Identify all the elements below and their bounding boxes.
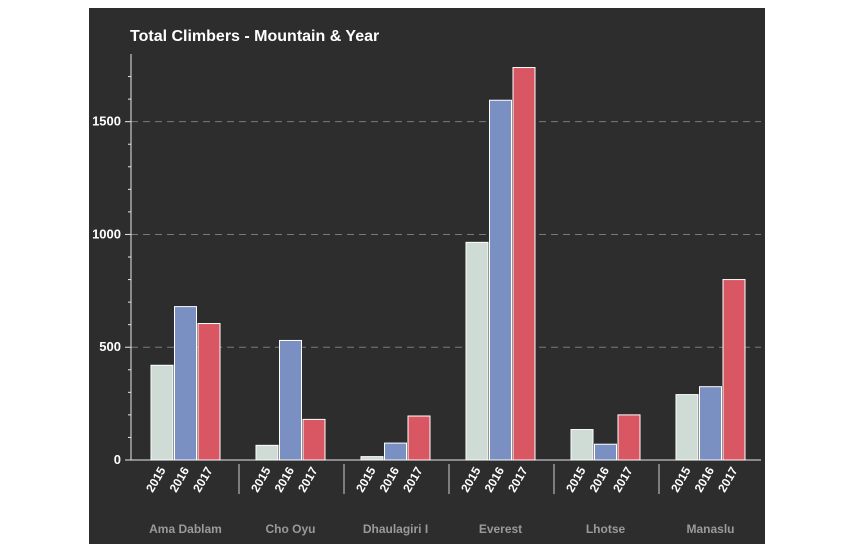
x-tick-label: 2016 — [692, 464, 718, 494]
bar — [255, 444, 279, 461]
category-label: Ama Dablam — [149, 522, 222, 536]
x-tick-label: 2017 — [505, 464, 531, 494]
axis-layer — [125, 54, 761, 494]
chart-title: Total Climbers - Mountain & Year — [130, 28, 379, 45]
x-tick-label: 2015 — [353, 464, 379, 494]
x-tick-label: 2016 — [377, 464, 403, 494]
x-tick-label: 2017 — [715, 464, 741, 494]
category-label: Everest — [479, 522, 522, 536]
bar — [699, 386, 722, 461]
bar — [617, 414, 641, 461]
x-tick-label: 2016 — [167, 464, 193, 494]
x-tick-label: 2017 — [295, 464, 321, 494]
bar — [150, 364, 174, 461]
bar — [465, 241, 489, 461]
x-tick-label: 2016 — [587, 464, 613, 494]
y-tick-label: 0 — [114, 452, 121, 467]
chart-frame: Total Climbers - Mountain & Year 0 500 100… — [89, 8, 765, 544]
category-label: Manaslu — [686, 522, 734, 536]
x-tick-label: 2016 — [482, 464, 508, 494]
x-tick-label: 2015 — [143, 464, 169, 494]
x-tick-label: 2015 — [248, 464, 274, 494]
bar — [197, 323, 221, 461]
bars-layer — [150, 67, 746, 461]
bar — [360, 456, 384, 461]
x-tick-label: 2015 — [458, 464, 484, 494]
x-tick-label: 2016 — [272, 464, 298, 494]
category-label: Dhaulagiri I — [363, 522, 428, 536]
bar-chart: Total Climbers - Mountain & Year 0 500 100… — [92, 28, 761, 536]
x-tick-label: 2015 — [668, 464, 694, 494]
y-tick-label: 500 — [99, 339, 121, 354]
bar — [489, 99, 512, 461]
x-tick-label: 2017 — [190, 464, 216, 494]
bar — [279, 339, 302, 461]
category-label: Cho Oyu — [266, 522, 316, 536]
bar — [512, 67, 536, 461]
bar — [675, 394, 699, 461]
x-tick-label: 2017 — [400, 464, 426, 494]
bar — [302, 418, 326, 461]
bar — [384, 442, 407, 461]
x-tick-label: 2015 — [563, 464, 589, 494]
bar — [570, 429, 594, 461]
bar — [722, 279, 746, 461]
bar — [594, 443, 617, 461]
category-label: Lhotse — [586, 522, 626, 536]
y-tick-label: 1500 — [92, 114, 121, 129]
bar — [407, 415, 431, 461]
bar — [174, 306, 197, 461]
y-tick-label: 1000 — [92, 226, 121, 241]
x-tick-label: 2017 — [610, 464, 636, 494]
grid-layer — [131, 121, 761, 348]
